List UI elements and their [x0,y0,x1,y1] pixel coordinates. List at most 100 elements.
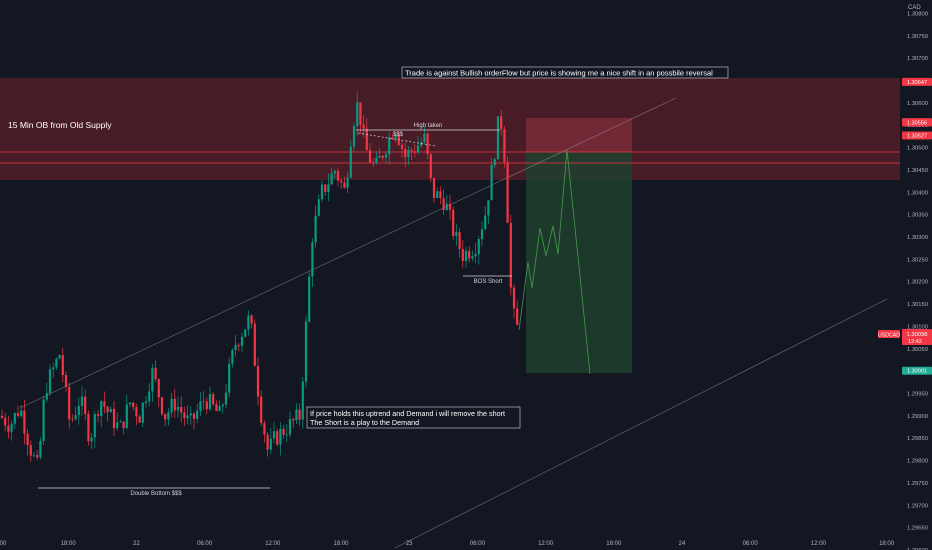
candle-body [77,405,80,416]
candle-body [474,254,477,257]
candle-body [276,431,279,445]
candle-body [135,406,138,417]
candle-body [266,434,269,450]
candle-body [503,128,506,163]
candle-body [279,428,282,445]
candle-body [64,375,68,388]
price-label-tag [902,131,932,140]
candle-body [512,287,516,309]
candle-body [490,165,493,201]
y-tick-label: 1.30400 [907,190,928,196]
candle-body [116,422,119,429]
supply-zone-label: 15 Min OB from Old Supply [8,120,112,130]
price-label-tag [902,77,932,86]
candle-body [506,162,509,223]
candle-body [23,410,26,434]
candle-body [461,249,464,262]
candle-body [125,404,128,429]
x-tick-label: 18:00 [333,541,349,547]
candle-body [314,215,317,243]
candle-body [324,184,327,192]
candle-body [109,408,112,413]
y-tick-label: 1.30350 [907,213,928,219]
candle-body [106,406,109,413]
y-tick-label: 1.30450 [907,168,928,174]
candle-body [96,414,100,416]
candle-body [375,157,378,164]
y-tick-label: 1.30500 [907,146,928,152]
candle-body [365,128,368,151]
high-taken-label: High taken [414,123,443,129]
candle-body [423,133,426,143]
candle-body [496,116,500,160]
candle-body [384,154,388,158]
candle-body [448,203,452,210]
candle-body [333,171,336,174]
bottom-note-line-1: If price holds this uptrend and Demand i… [310,409,505,418]
candle-body [311,242,314,277]
price-axis[interactable] [900,0,932,550]
price-label-value: 1.30647 [907,80,927,86]
candle-body [71,419,74,420]
y-tick-label: 1.30300 [907,235,928,241]
candle-body [394,134,397,140]
current-price-symbol: USDCAD [878,333,900,339]
y-tick-label: 1.29850 [907,436,928,442]
currency-label: CAD [908,5,921,11]
candle-body [45,393,48,400]
candle-body [320,184,324,200]
candle-body [340,180,343,183]
candle-body [55,358,58,368]
candle-body [330,173,333,185]
candlestick-series [0,91,519,462]
y-tick-label: 1.30700 [907,56,928,62]
price-label-value: 1.30556 [907,121,927,127]
candle-body [0,415,4,418]
y-tick-label: 1.29750 [907,481,928,487]
candle-body [138,416,141,423]
top-note-box [401,66,729,79]
candle-body [103,401,106,407]
candle-body [484,215,487,230]
candle-body [13,413,16,424]
candle-body [144,401,148,403]
candle-body [36,454,39,458]
candle-body [164,413,167,420]
candle-body [391,137,394,140]
candle-body [244,329,247,337]
candle-body [410,150,413,152]
x-tick-label: 12:00 [265,541,281,547]
candle-body [58,355,61,359]
candle-body [400,144,404,149]
candle-body [39,440,42,458]
candle-body [272,431,276,439]
y-tick-label: 1.29650 [907,526,928,532]
liquidity-line [357,132,437,147]
candle-body [445,203,448,210]
candle-body [202,401,205,402]
liquidity-label: $$$ [393,132,404,138]
candle-body [224,392,228,405]
x-tick-label: 18:00 [606,541,622,547]
candle-body [151,367,154,392]
candle-body [68,387,71,420]
current-price-value: 1.30098 [907,332,928,338]
candle-body [52,367,55,370]
candle-body [368,150,372,163]
candle-body [378,155,381,158]
candle-body [372,162,375,164]
candle-body [7,425,10,432]
y-tick-label: 1.30150 [907,302,928,308]
short-position-profit-box [526,152,632,373]
candle-body [196,410,199,419]
candle-body [282,428,285,436]
candle-body [288,418,292,435]
candle-body [154,367,157,380]
x-tick-label: 00 [0,541,7,547]
candle-body [234,344,237,351]
candle-body [509,222,512,288]
x-tick-label: 18:00 [61,541,77,547]
candle-body [84,396,87,414]
candle-body [176,406,180,411]
